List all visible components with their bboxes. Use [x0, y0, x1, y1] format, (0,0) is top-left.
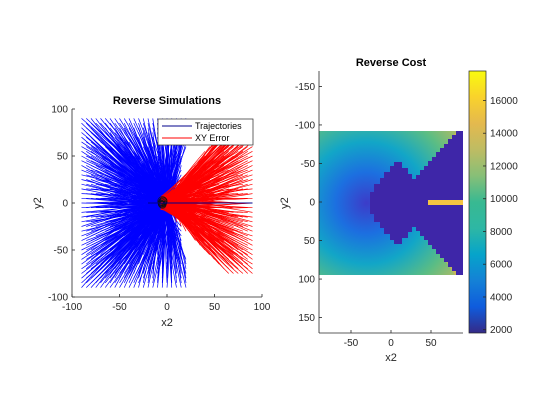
trajectory-line: [147, 206, 162, 218]
left-x-tick-label: -50: [112, 302, 127, 313]
right-x-tick-label: -50: [344, 338, 359, 349]
trajectory-line: [166, 193, 253, 202]
left-x-tick-label: 50: [209, 302, 221, 313]
left-x-label: x2: [161, 317, 173, 329]
trajectory-line: [162, 208, 239, 260]
trajectory-line: [167, 199, 253, 237]
left-title: Reverse Simulations: [113, 95, 221, 107]
trajectory-loop: [159, 198, 166, 205]
trajectory-line: [169, 207, 253, 255]
left-x-tick-label: -100: [62, 302, 82, 313]
right-y-tick-label: -150: [295, 82, 315, 93]
left-y-tick-label: 0: [62, 199, 68, 210]
trajectory-plot-area: [81, 118, 253, 288]
legend-entry-xy-error: XY Error: [195, 133, 229, 143]
trajectory-line: [167, 183, 253, 208]
trajectory-line: [166, 207, 253, 251]
trajectory-loop: [158, 197, 167, 206]
colorbar-tick-label: 16000: [490, 96, 518, 107]
trajectory-loop: [157, 200, 166, 209]
trajectory-line: [161, 209, 248, 237]
colorbar-tick-label: 8000: [490, 227, 513, 238]
trajectory-line: [160, 202, 253, 206]
trajectory-line: [163, 205, 253, 213]
legend-entry-trajectories: Trajectories: [195, 121, 242, 131]
right-x-tick-label: 50: [425, 338, 437, 349]
left-y-label: y2: [32, 197, 44, 209]
colorbar-tick-label: 6000: [490, 260, 513, 271]
colorbar: [468, 70, 487, 334]
right-y-tick-label: 50: [304, 236, 316, 247]
heatmap-yellow-stripe: [428, 200, 463, 205]
legend-box: [157, 118, 254, 146]
colorbar-tick-label: 14000: [490, 129, 518, 140]
trajectory-line: [169, 174, 253, 210]
colorbar-tick-label: 10000: [490, 194, 518, 205]
colorbar-tick-label: 2000: [490, 325, 513, 336]
right-y-tick-label: 150: [298, 313, 315, 324]
colorbar-tick-label: 12000: [490, 161, 518, 172]
right-y-tick-label: 0: [309, 198, 315, 209]
trajectory-line: [164, 169, 248, 201]
trajectory-line: [170, 188, 253, 210]
right-y-label: y2: [279, 197, 291, 209]
left-y-tick-label: -50: [54, 246, 69, 257]
left-x-tick-label: 0: [164, 302, 170, 313]
left-x-tick-label: 100: [254, 302, 271, 313]
heatmap-low-region: [370, 131, 463, 275]
trajectory-line: [161, 165, 248, 199]
right-y-tick-label: -50: [301, 159, 316, 170]
left-y-tick-label: 100: [51, 105, 68, 116]
right-y-tick-label: -100: [295, 120, 315, 131]
trajectory-line: [167, 179, 253, 209]
right-y-tick-label: 100: [298, 275, 315, 286]
right-x-label: x2: [385, 352, 397, 364]
right-title: Reverse Cost: [356, 57, 427, 69]
colorbar-tick-label: 4000: [490, 292, 513, 303]
legend: Trajectories XY Error: [157, 118, 254, 146]
right-x-tick-label: 0: [388, 338, 394, 349]
trajectory-line: [163, 206, 244, 274]
left-y-tick-label: 50: [57, 152, 69, 163]
trajectory-line: [165, 160, 253, 201]
heatmap: [319, 131, 463, 275]
left-y-tick-label: -100: [48, 293, 68, 304]
